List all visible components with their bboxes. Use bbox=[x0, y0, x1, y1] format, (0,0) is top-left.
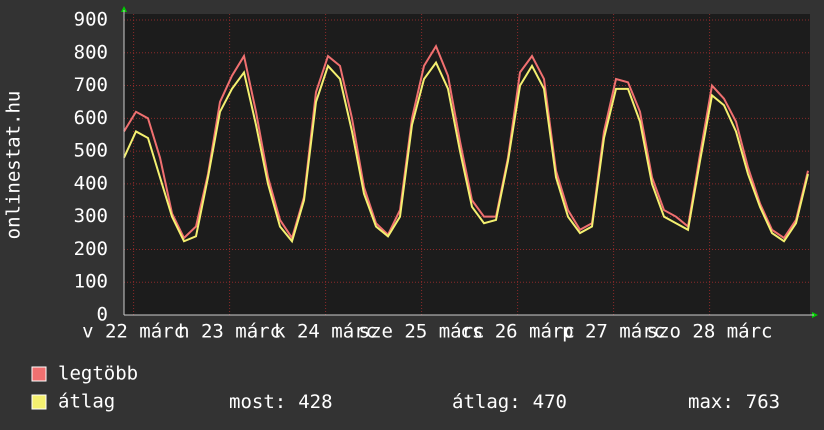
y-axis-label: onlinestat.hu bbox=[3, 91, 25, 240]
legend-label: legtöbb bbox=[58, 363, 138, 385]
x-tick-label: szo 28 márc bbox=[647, 321, 773, 343]
stat-label: most: bbox=[229, 391, 286, 413]
x-tick-label: k 24 márc bbox=[274, 321, 377, 343]
stat-value: 428 bbox=[298, 391, 332, 413]
y-tick-label: 200 bbox=[74, 238, 108, 260]
stat: átlag: 470 bbox=[452, 391, 567, 413]
axis-arrow bbox=[812, 312, 818, 318]
axis-arrow bbox=[121, 6, 127, 12]
y-tick-label: 0 bbox=[97, 304, 108, 326]
y-tick-label: 500 bbox=[74, 140, 108, 162]
stat: max: 763 bbox=[688, 391, 780, 413]
plot-area bbox=[124, 14, 810, 315]
y-tick-label: 900 bbox=[74, 9, 108, 31]
stat-label: max: bbox=[688, 391, 734, 413]
y-tick-label: 400 bbox=[74, 172, 108, 194]
x-tick-label: sze 25 márc bbox=[359, 321, 485, 343]
y-tick-label: 300 bbox=[74, 205, 108, 227]
y-tick-label: 600 bbox=[74, 107, 108, 129]
y-tick-label: 700 bbox=[74, 74, 108, 96]
legend-swatch bbox=[31, 394, 47, 410]
stat-value: 470 bbox=[533, 391, 567, 413]
x-tick-label: h 23 márc bbox=[178, 321, 281, 343]
stat-value: 763 bbox=[746, 391, 780, 413]
x-tick-label: cs 26 márc bbox=[460, 321, 574, 343]
y-tick-label: 100 bbox=[74, 271, 108, 293]
stat-label: átlag: bbox=[452, 391, 521, 413]
series-line bbox=[123, 60, 809, 244]
legend-label: átlag bbox=[58, 391, 115, 413]
y-tick-label: 800 bbox=[74, 41, 108, 63]
legend-swatch bbox=[31, 366, 47, 382]
x-tick-label: v 22 márc bbox=[82, 321, 185, 343]
stat: most: 428 bbox=[229, 391, 333, 413]
x-tick-label: p 27 márc bbox=[562, 321, 665, 343]
